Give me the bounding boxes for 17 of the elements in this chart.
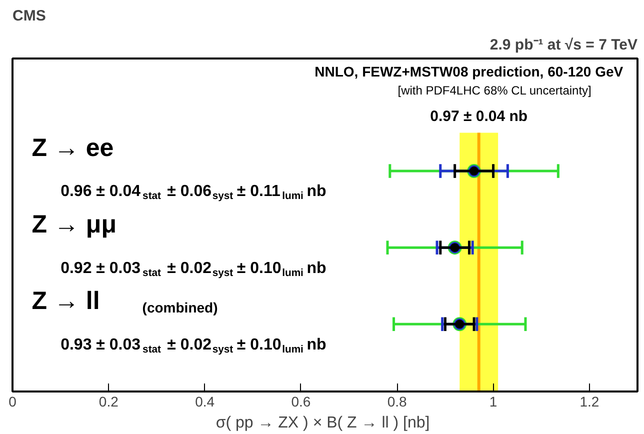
- band-label: 0.97 ± 0.04 nb: [430, 108, 528, 126]
- chart-subtitle: 2.9 pb⁻¹ at √s = 7 TeV: [490, 36, 638, 54]
- y-tick-label: Z → ee: [32, 134, 114, 162]
- x-tick-label: 1: [489, 394, 498, 410]
- x-tick-label: 0.6: [291, 394, 311, 410]
- text: NNLO, FEWZ+MSTW08 prediction, 60-120 GeV: [314, 64, 624, 80]
- x-tick-label: 0.4: [195, 394, 215, 410]
- x-tick-label: 0: [8, 394, 17, 410]
- x-tick-label: 1.2: [580, 394, 600, 410]
- y-tick-label: Z → ll: [32, 286, 100, 315]
- chart-title: CMS: [12, 8, 46, 24]
- x-axis-title: σ( pp → ZX ) × B( Z → ll ) [nb]: [216, 414, 430, 432]
- x-tick-label: 0.2: [98, 394, 119, 410]
- annotation: (combined): [142, 299, 218, 316]
- x-tick-label: 0.8: [387, 394, 408, 410]
- y-tick-label: Z → μμ: [32, 210, 116, 238]
- text: [with PDF4LHC 68% CL uncertainty]: [398, 84, 592, 98]
